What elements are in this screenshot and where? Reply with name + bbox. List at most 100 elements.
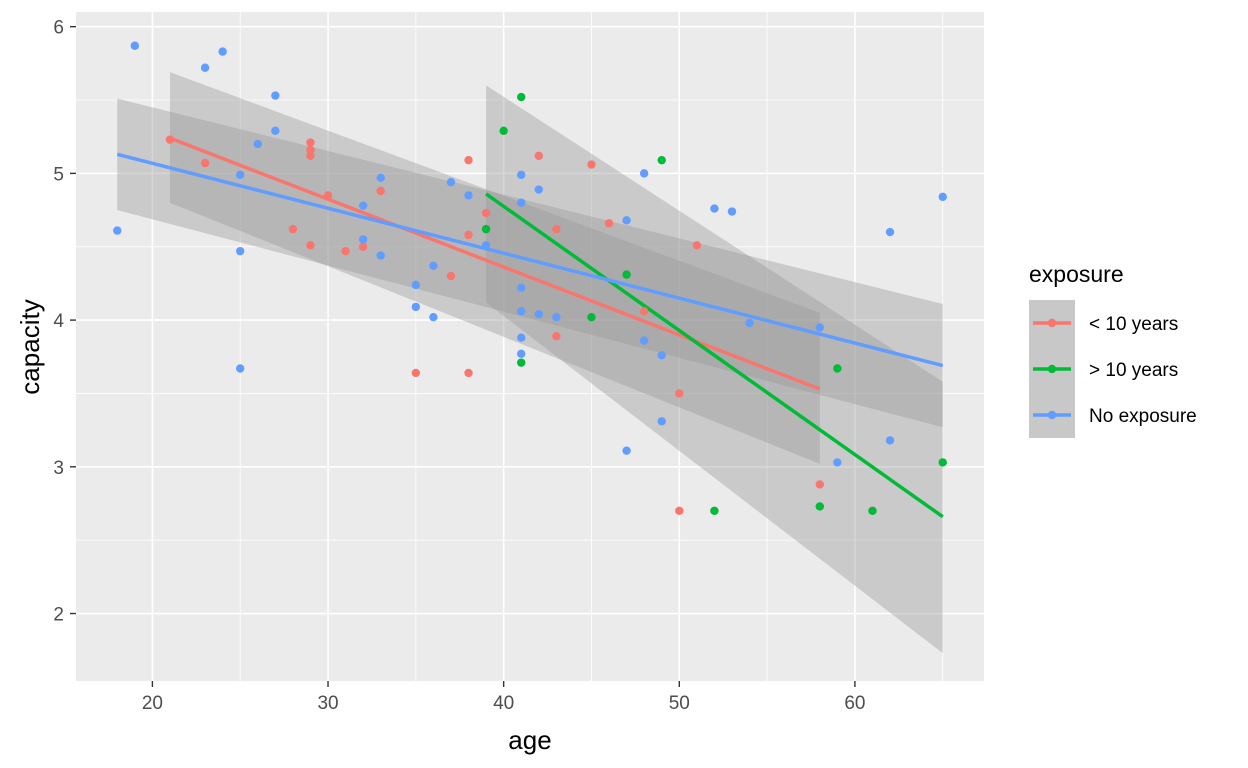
- y-tick-label: 6: [53, 18, 64, 39]
- data-point: [657, 417, 666, 426]
- data-point: [622, 270, 631, 279]
- x-tick-label: 40: [493, 693, 514, 714]
- data-point: [534, 310, 543, 319]
- data-point: [710, 506, 719, 516]
- data-point: [517, 333, 526, 342]
- x-tick-label: 60: [844, 693, 865, 714]
- data-point: [323, 191, 333, 200]
- x-tick-label: 20: [142, 693, 163, 714]
- data-points: [113, 41, 947, 516]
- data-point: [165, 135, 175, 144]
- data-point: [376, 186, 385, 196]
- data-point: [306, 241, 315, 250]
- y-tick-label: 3: [53, 458, 64, 479]
- data-point: [639, 169, 649, 178]
- data-point: [236, 364, 245, 373]
- fit-line: [169, 136, 821, 391]
- data-point: [113, 226, 122, 235]
- data-point: [622, 446, 631, 455]
- data-point: [727, 207, 737, 216]
- x-axis-title: age: [508, 725, 551, 755]
- confidence-band: [486, 85, 943, 654]
- data-point: [411, 368, 421, 378]
- data-point: [271, 91, 280, 100]
- data-point: [657, 155, 666, 165]
- data-point: [306, 138, 315, 147]
- data-point: [481, 208, 491, 218]
- data-point: [675, 389, 684, 398]
- data-point: [639, 336, 649, 345]
- y-axis-title: capacity: [15, 299, 45, 394]
- legend: exposure < 10 years > 10 years No exposure: [1029, 261, 1197, 438]
- data-point: [745, 318, 754, 328]
- data-point: [552, 312, 561, 322]
- y-tick-label: 2: [53, 605, 64, 626]
- data-point: [376, 251, 385, 260]
- data-point: [657, 351, 666, 360]
- fit-lines: [116, 136, 944, 519]
- data-point: [358, 201, 368, 210]
- data-point: [675, 506, 684, 516]
- data-point: [587, 160, 596, 169]
- data-point: [517, 307, 526, 316]
- legend-key-point: [1047, 318, 1057, 328]
- x-tick-label: 30: [317, 693, 338, 714]
- data-point: [446, 271, 456, 281]
- data-point: [517, 358, 526, 367]
- data-point: [376, 173, 385, 182]
- data-point: [815, 480, 824, 489]
- y-tick-label: 5: [53, 164, 64, 185]
- data-point: [833, 458, 842, 467]
- legend-item: < 10 years: [1029, 300, 1178, 346]
- data-point: [411, 302, 421, 312]
- data-point: [639, 307, 649, 316]
- data-point: [517, 198, 526, 207]
- data-point: [236, 246, 245, 256]
- data-point: [815, 323, 824, 332]
- data-point: [622, 216, 631, 225]
- legend-label: No exposure: [1089, 406, 1197, 427]
- major-gridlines: [76, 12, 984, 681]
- data-point: [446, 177, 456, 187]
- confidence-band: [169, 72, 820, 464]
- data-point: [218, 47, 227, 56]
- data-point: [429, 312, 438, 322]
- data-point: [587, 312, 596, 322]
- data-point: [306, 145, 315, 155]
- data-point: [271, 126, 280, 136]
- data-point: [358, 242, 368, 251]
- legend-label: > 10 years: [1089, 360, 1178, 381]
- legend-key-point: [1047, 410, 1057, 420]
- legend-item: No exposure: [1029, 392, 1197, 438]
- data-point: [517, 170, 526, 180]
- data-point: [604, 219, 614, 228]
- data-point: [411, 280, 421, 290]
- fit-line: [116, 152, 944, 368]
- axes: 20 30 40 50 60 2 3 4 5 6: [53, 18, 865, 714]
- data-point: [815, 502, 824, 511]
- data-point: [288, 224, 298, 234]
- data-point: [200, 158, 210, 168]
- data-point: [710, 204, 719, 213]
- data-point: [200, 63, 210, 72]
- data-point: [464, 155, 473, 165]
- data-point: [481, 224, 491, 234]
- data-point: [885, 227, 895, 237]
- data-point: [464, 191, 473, 200]
- data-point: [938, 192, 947, 202]
- x-tick-label: 50: [669, 693, 690, 714]
- data-point: [692, 241, 702, 250]
- data-point: [464, 230, 473, 240]
- data-point: [552, 224, 561, 234]
- data-point: [517, 349, 526, 359]
- data-point: [552, 332, 561, 341]
- data-point: [358, 235, 368, 244]
- data-point: [517, 92, 526, 102]
- data-point: [341, 246, 350, 256]
- data-point: [481, 241, 491, 250]
- data-point: [517, 283, 526, 293]
- confidence-band: [117, 98, 943, 428]
- data-point: [499, 126, 508, 136]
- data-point: [885, 436, 895, 445]
